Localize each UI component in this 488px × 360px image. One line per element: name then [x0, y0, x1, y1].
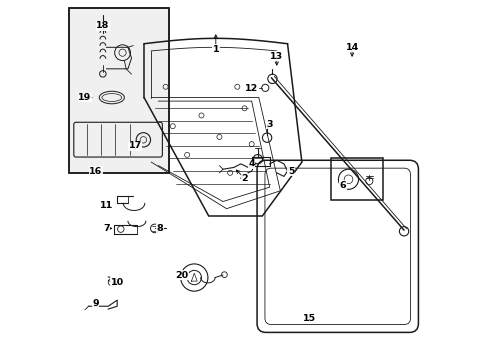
Bar: [330, 158, 382, 200]
Text: 4: 4: [248, 159, 254, 168]
Text: 6: 6: [339, 181, 346, 190]
Text: 14: 14: [345, 43, 358, 52]
Text: 20: 20: [175, 270, 188, 279]
Text: 17: 17: [128, 141, 142, 150]
Bar: [69, 8, 169, 173]
Text: 19: 19: [78, 93, 91, 102]
Text: 8: 8: [157, 224, 163, 233]
Bar: [69, 8, 169, 173]
Text: 10: 10: [110, 278, 123, 287]
Text: 11: 11: [100, 201, 113, 210]
Text: 5: 5: [287, 167, 294, 176]
Text: 9: 9: [92, 299, 99, 308]
Text: 7: 7: [103, 224, 109, 233]
Text: 13: 13: [270, 52, 283, 61]
Text: 15: 15: [302, 314, 315, 323]
Text: 12: 12: [244, 84, 258, 93]
Text: 1: 1: [212, 45, 219, 54]
Text: 3: 3: [266, 120, 272, 129]
Text: 2: 2: [241, 174, 247, 183]
Text: 18: 18: [96, 21, 109, 30]
Text: 16: 16: [89, 167, 102, 176]
